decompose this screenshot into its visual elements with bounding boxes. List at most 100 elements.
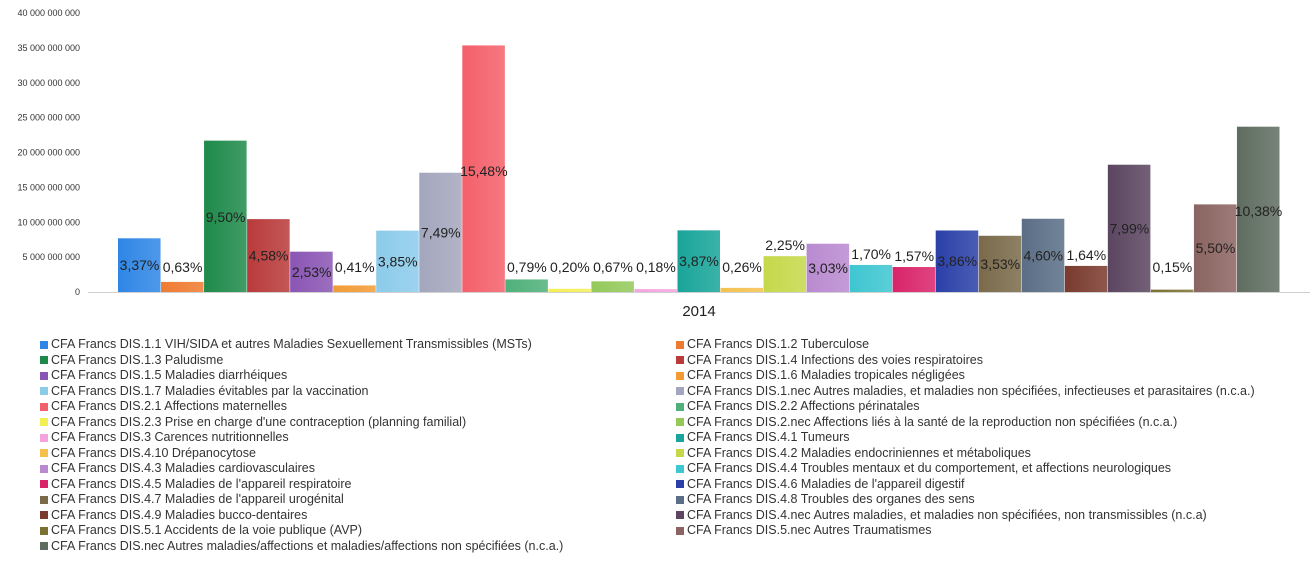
legend-label: CFA Francs DIS.4.6 Maladies de l'apparei…	[687, 476, 965, 491]
bar	[1193, 204, 1237, 292]
bar	[634, 289, 677, 292]
data-label: 3,86%	[937, 253, 977, 269]
legend-item: CFA Francs DIS.1.nec Autres maladies, et…	[676, 384, 1310, 400]
data-label: 0,18%	[636, 259, 676, 275]
legend-label: CFA Francs DIS.4.10 Drépanocytose	[51, 445, 256, 460]
bar	[161, 281, 204, 292]
y-tick-label: 10 000 000 000	[17, 217, 80, 227]
legend-swatch	[40, 542, 48, 551]
data-label: 0,15%	[1153, 259, 1193, 275]
data-label: 2,25%	[765, 237, 805, 253]
legend-swatch	[676, 464, 684, 473]
legend-label: CFA Francs DIS.1.2 Tuberculose	[687, 337, 870, 351]
legend-swatch	[676, 387, 684, 396]
legend-swatch	[40, 433, 48, 442]
bar-series-group	[118, 45, 1280, 293]
legend-swatch	[40, 418, 48, 427]
legend-label: CFA Francs DIS.1.3 Paludisme	[51, 352, 224, 367]
legend-label: CFA Francs DIS.4.4 Troubles mentaux et d…	[687, 461, 1172, 475]
data-labels-group: 3,37% 0,63% 9,50% 4,58%2,53% 0,41% 3,85%7,49%…	[120, 163, 1283, 280]
bar	[462, 45, 505, 293]
data-label: 3,53%	[980, 256, 1020, 272]
legend-swatch	[676, 418, 684, 427]
data-label: 3,03%	[808, 260, 848, 276]
legend-swatch	[676, 495, 684, 504]
data-label: 3,85%	[378, 253, 418, 269]
legend-item: CFA Francs DIS.1.2 Tuberculose	[676, 337, 1310, 353]
legend-label: CFA Francs DIS.2.1 Affections maternelle…	[51, 399, 287, 413]
legend-label: CFA Francs DIS.4.2 Maladies endocrinienn…	[687, 445, 1031, 460]
legend-item: CFA Francs DIS.4.5 Maladies de l'apparei…	[40, 477, 676, 493]
data-label: 5,50%	[1196, 240, 1236, 256]
bar	[118, 238, 161, 292]
data-label: 9,50%	[206, 209, 246, 225]
legend-swatch	[40, 480, 48, 489]
legend-swatch	[676, 356, 684, 365]
legend-swatch	[676, 449, 684, 458]
bar-chart: 0 5 000 000 000 10 000 000 000 15 000 000 0…	[17, 8, 1310, 320]
legend-item: CFA Francs DIS.5.nec Autres Traumatismes	[676, 523, 1310, 539]
bar	[806, 243, 850, 292]
legend-swatch	[40, 449, 48, 458]
y-tick-label: 15 000 000 000	[17, 182, 80, 192]
legend-item: CFA Francs DIS.3 Carences nutritionnelle…	[40, 430, 676, 446]
legend-label: CFA Francs DIS.1.1 VIH/SIDA et autres Ma…	[51, 337, 532, 351]
legend-label: CFA Francs DIS.4.7 Maladies de l'apparei…	[51, 492, 344, 506]
legend-label: CFA Francs DIS.5.nec Autres Traumatismes	[687, 523, 932, 537]
legend-swatch	[40, 340, 48, 349]
bar	[892, 267, 936, 292]
legend-swatch	[676, 402, 684, 411]
legend-swatch	[40, 511, 48, 520]
y-tick-label: 35 000 000 000	[17, 43, 80, 53]
bar	[763, 256, 807, 292]
legend-item: CFA Francs DIS.nec Autres maladies/affec…	[40, 539, 676, 555]
legend-swatch	[40, 356, 48, 365]
legend-item: CFA Francs DIS.4.nec Autres maladies, et…	[676, 508, 1310, 524]
legend-swatch	[40, 526, 48, 535]
legend-item: CFA Francs DIS.1.6 Maladies tropicales n…	[676, 368, 1310, 384]
legend-label: CFA Francs DIS.4.5 Maladies de l'apparei…	[51, 476, 352, 491]
legend-swatch	[676, 433, 684, 442]
y-axis: 0 5 000 000 000 10 000 000 000 15 000 000 0…	[17, 8, 80, 297]
data-label: 0,63%	[163, 259, 203, 275]
legend-label: CFA Francs DIS.1.6 Maladies tropicales n…	[687, 368, 965, 382]
bar	[978, 235, 1022, 292]
data-label: 10,38%	[1235, 203, 1282, 219]
data-label: 4,60%	[1023, 247, 1063, 263]
bar	[1064, 265, 1108, 292]
bar	[677, 230, 721, 292]
y-tick-label: 25 000 000 000	[17, 113, 80, 123]
legend-item: CFA Francs DIS.2.1 Affections maternelle…	[40, 399, 676, 415]
bar	[204, 140, 247, 292]
bar	[505, 279, 548, 292]
legend-label: CFA Francs DIS.5.1 Accidents de la voie …	[51, 523, 363, 537]
x-tick-label: 2014	[682, 303, 715, 320]
legend-item: CFA Francs DIS.1.5 Maladies diarrhéiques	[40, 368, 676, 384]
bar	[1021, 218, 1065, 292]
data-label: 0,79%	[507, 259, 547, 275]
data-label: 0,67%	[593, 259, 633, 275]
legend-item: CFA Francs DIS.1.7 Maladies évitables pa…	[40, 384, 676, 400]
legend-swatch	[676, 526, 684, 535]
legend-item: CFA Francs DIS.4.4 Troubles mentaux et d…	[676, 461, 1310, 477]
data-label: 1,57%	[894, 248, 934, 264]
legend-item: CFA Francs DIS.4.1 Tumeurs	[676, 430, 1310, 446]
legend-swatch	[40, 495, 48, 504]
bar	[548, 288, 591, 292]
legend-swatch	[40, 402, 48, 411]
legend-label: CFA Francs DIS.4.9 Maladies bucco-dentai…	[51, 507, 308, 522]
bar	[419, 172, 462, 292]
legend-item: CFA Francs DIS.4.10 Drépanocytose	[40, 446, 676, 462]
y-tick-label: 0	[75, 287, 80, 297]
bar	[935, 230, 979, 292]
data-label: 15,48%	[460, 163, 507, 179]
bar	[1107, 164, 1151, 292]
legend-label: CFA Francs DIS.1.5 Maladies diarrhéiques	[51, 368, 288, 382]
legend-label: CFA Francs DIS.4.3 Maladies cardiovascul…	[51, 461, 315, 475]
legend-swatch	[40, 371, 48, 380]
data-label: 0,26%	[722, 259, 762, 275]
legend-swatch	[40, 464, 48, 473]
data-label: 1,64%	[1066, 247, 1106, 263]
bar	[247, 219, 290, 292]
legend-label: CFA Francs DIS.2.nec Affections liés à l…	[687, 414, 1178, 429]
